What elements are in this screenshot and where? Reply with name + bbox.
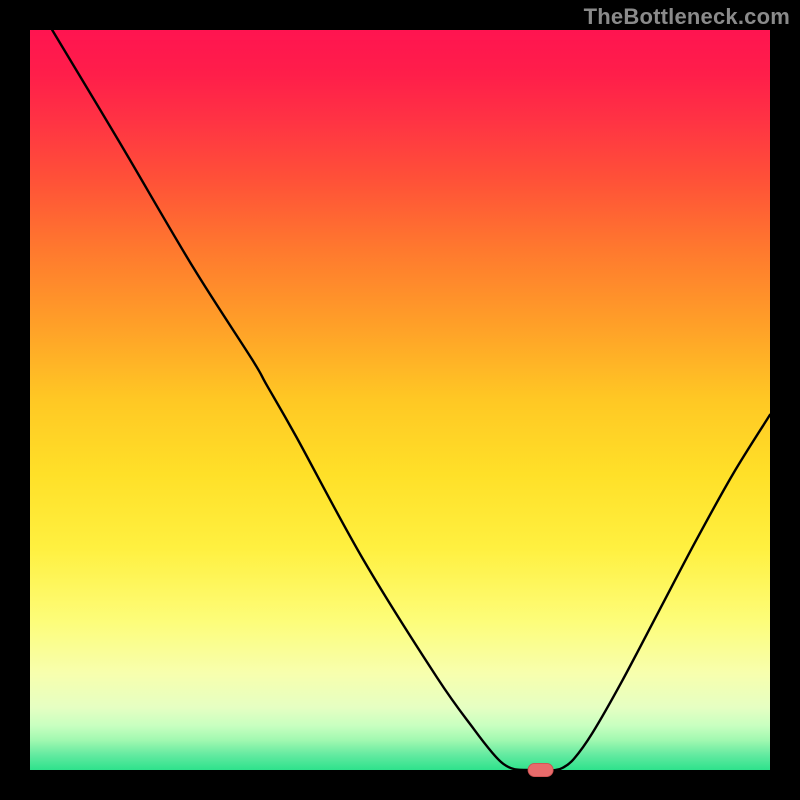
chart-frame: TheBottleneck.com [0, 0, 800, 800]
gradient-background [30, 30, 770, 770]
bottleneck-curve-chart [0, 0, 800, 800]
optimal-point-marker [528, 763, 553, 776]
